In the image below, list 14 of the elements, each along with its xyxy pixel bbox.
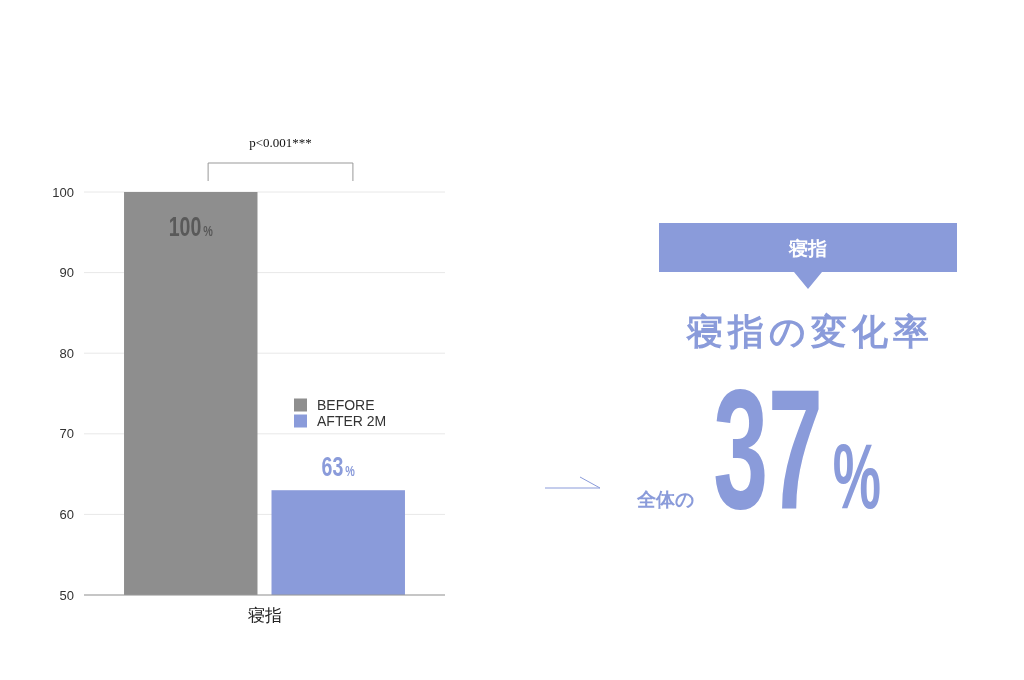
legend-label: BEFORE bbox=[317, 397, 375, 413]
text: 寝指 bbox=[788, 238, 827, 259]
y-tick-label: 70 bbox=[59, 426, 74, 442]
data-label: 63% bbox=[321, 450, 356, 483]
text: 寝指の変化率 bbox=[684, 311, 934, 352]
legend-label: AFTER 2M bbox=[317, 413, 387, 429]
text: 全体の bbox=[636, 489, 694, 510]
y-tick-label: 100 bbox=[52, 184, 74, 200]
text: p<0.001*** bbox=[249, 135, 312, 150]
y-tick-label: 50 bbox=[59, 587, 74, 603]
text: 37% bbox=[713, 353, 881, 544]
y-tick-label: 80 bbox=[59, 345, 74, 361]
y-tick-label: 90 bbox=[59, 265, 74, 281]
y-tick-label: 60 bbox=[59, 506, 74, 522]
